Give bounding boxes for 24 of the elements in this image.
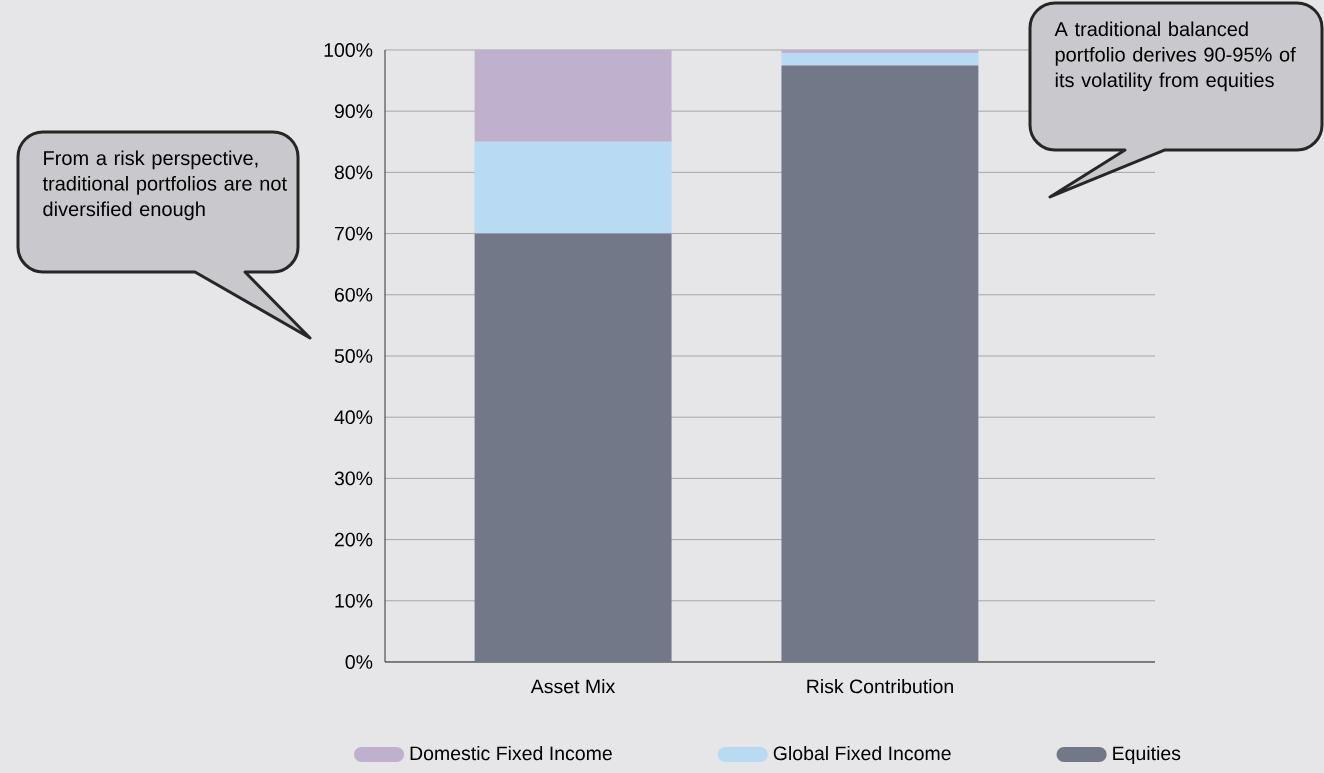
y-tick-label: 30% bbox=[334, 471, 373, 486]
bar bbox=[781, 65, 979, 662]
y-tick-label: 80% bbox=[334, 165, 373, 180]
bar bbox=[474, 49, 672, 142]
y-tick-label: 50% bbox=[334, 349, 373, 363]
annotation: A traditional balanced portfolio derives 90-95% of its volatility from equities bbox=[1054, 21, 1296, 92]
y-tick-label: 40% bbox=[334, 410, 373, 425]
legend-label: Equities bbox=[1113, 745, 1181, 765]
text: From a risk perspective, traditional portfolios are not diversified enough bbox=[42, 150, 287, 221]
y-tick-label: 70% bbox=[334, 226, 373, 241]
y-tick-label: 100% bbox=[324, 43, 373, 57]
x-tick-label: Risk Contribution bbox=[807, 679, 953, 694]
bar bbox=[781, 49, 979, 54]
y-tick-label: 90% bbox=[334, 104, 373, 119]
y-tick-label: 60% bbox=[334, 287, 373, 302]
y-tick-label: 0% bbox=[345, 655, 373, 669]
y-tick-label: 10% bbox=[335, 593, 373, 608]
y-tick-label: 20% bbox=[334, 532, 373, 547]
bar bbox=[474, 233, 672, 662]
bar bbox=[474, 141, 672, 234]
legend-label: Domestic Fixed Income bbox=[410, 745, 612, 761]
bar bbox=[781, 53, 979, 66]
x-tick-label: Asset Mix bbox=[530, 679, 616, 694]
legend-label: Global Fixed Income bbox=[773, 745, 951, 761]
